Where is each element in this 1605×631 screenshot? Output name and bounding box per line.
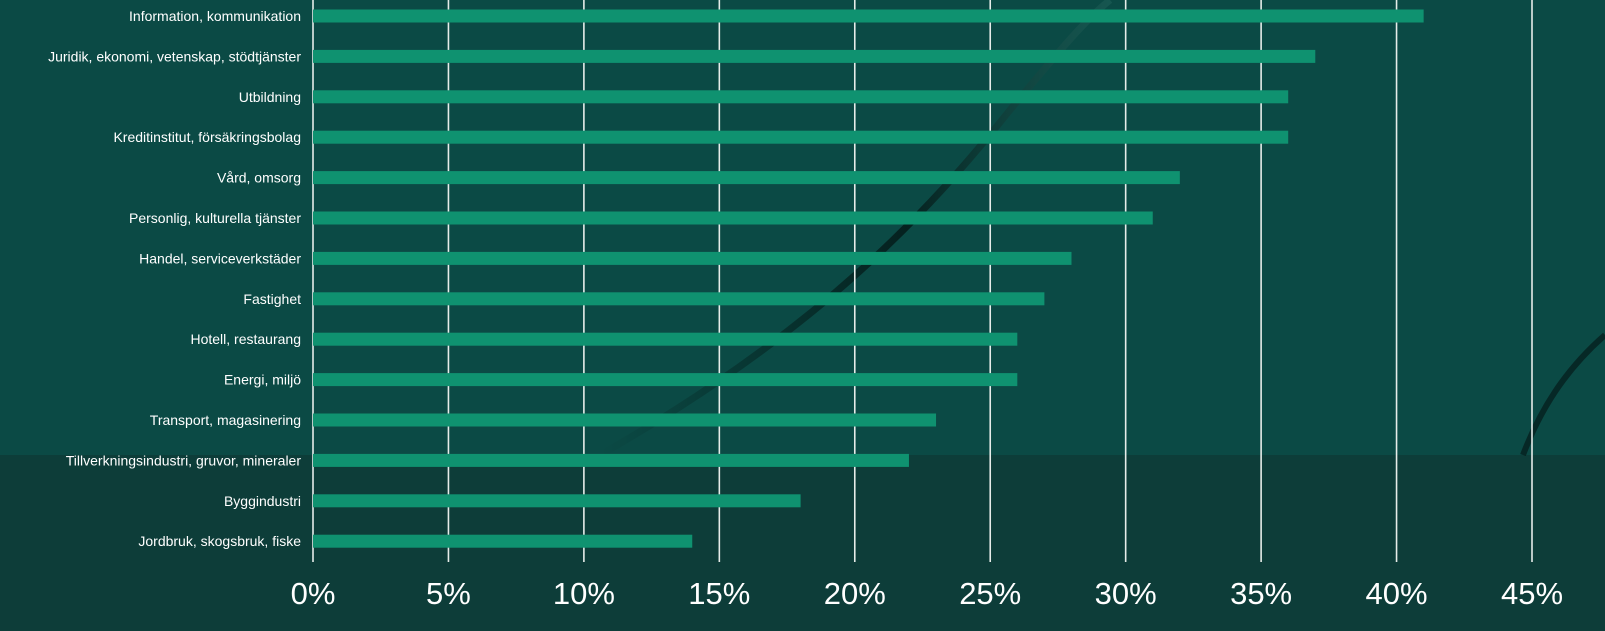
bar <box>313 9 1424 23</box>
x-tick-label: 10% <box>553 576 615 611</box>
decorative-curve-right <box>1520 332 1605 457</box>
bar <box>313 251 1072 265</box>
x-tick-label: 5% <box>426 576 471 611</box>
x-tick-label: 15% <box>688 576 750 611</box>
bar <box>313 49 1316 63</box>
category-label: Information, kommunikation <box>129 8 301 24</box>
bar <box>313 211 1153 225</box>
category-label: Personlig, kulturella tjänster <box>129 210 301 226</box>
x-tick-label: 20% <box>824 576 886 611</box>
x-tick-label: 35% <box>1230 576 1292 611</box>
bar <box>313 90 1289 104</box>
category-label: Handel, serviceverkstäder <box>139 250 301 266</box>
category-label: Juridik, ekonomi, vetenskap, stödtjänste… <box>48 48 301 64</box>
bar <box>313 171 1180 185</box>
x-tick-labels: 0% 5% 10% 15% 20% 25% 30% 35% 40% 45% <box>291 576 1563 611</box>
category-label: Energi, miljö <box>224 372 301 388</box>
bars <box>313 9 1424 548</box>
category-label: Fastighet <box>243 291 301 307</box>
bar <box>313 130 1289 144</box>
bar <box>313 494 801 508</box>
x-tick-label: 30% <box>1095 576 1157 611</box>
x-tick-label: 0% <box>291 576 336 611</box>
bar <box>313 453 909 467</box>
category-label: Transport, magasinering <box>150 412 301 428</box>
category-label: Jordbruk, skogsbruk, fiske <box>138 533 301 549</box>
bar <box>313 332 1018 346</box>
bar <box>313 413 937 427</box>
category-label: Hotell, restaurang <box>190 331 301 347</box>
category-label: Kreditinstitut, försäkringsbolag <box>113 129 301 145</box>
category-label: Tillverkningsindustri, gruvor, mineraler <box>66 452 302 468</box>
x-tick-label: 25% <box>959 576 1021 611</box>
bar <box>313 534 693 548</box>
category-label: Utbildning <box>239 89 301 105</box>
bar <box>313 373 1018 387</box>
bar <box>313 292 1045 306</box>
chart-background-lower <box>0 455 1605 631</box>
category-label: Byggindustri <box>224 493 301 509</box>
decorative-curve <box>598 0 1113 459</box>
x-tick-label: 45% <box>1501 576 1563 611</box>
category-label: Vård, omsorg <box>217 170 301 186</box>
category-labels: Information, kommunikation Juridik, ekono… <box>48 8 301 549</box>
x-tick-label: 40% <box>1366 576 1428 611</box>
